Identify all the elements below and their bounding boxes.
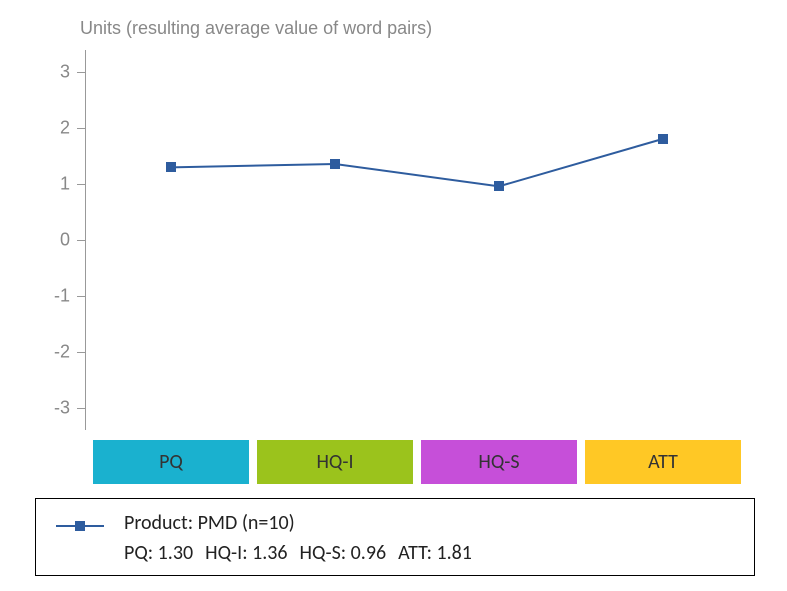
data-point-marker [330,159,340,169]
y-tick [77,352,85,353]
legend-stat: PQ: 1.30 [124,541,193,565]
y-tick-label: 0 [45,230,70,251]
line-series [93,50,741,430]
y-tick-label: -3 [45,397,70,418]
plot-area: PQHQ-IHQ-SATT [93,50,741,430]
category-box: ATT [585,440,741,484]
y-tick [77,184,85,185]
legend-values: PQ: 1.30 HQ-I: 1.36 HQ-S: 0.96 ATT: 1.81 [124,541,484,565]
legend-title: Product: PMD (n=10) [124,511,295,535]
category-box: HQ-S [421,440,577,484]
legend-stat: HQ-S: 0.96 [300,541,387,565]
y-tick [77,240,85,241]
y-tick [77,408,85,409]
y-tick-label: 3 [45,62,70,83]
legend-square-icon [75,521,85,531]
data-point-marker [658,134,668,144]
y-tick [77,296,85,297]
y-tick-label: -2 [45,341,70,362]
data-point-marker [166,162,176,172]
y-tick [77,128,85,129]
chart-container: Units (resulting average value of word p… [35,10,755,480]
category-box: HQ-I [257,440,413,484]
y-axis-title: Units (resulting average value of word p… [80,18,432,39]
legend-stat: ATT: 1.81 [398,541,472,565]
y-axis-line [85,50,86,430]
y-tick-label: 1 [45,174,70,195]
legend-box: Product: PMD (n=10) PQ: 1.30 HQ-I: 1.36 HQ… [35,498,755,576]
y-tick-label: -1 [45,285,70,306]
y-tick-label: 2 [45,118,70,139]
y-tick [77,72,85,73]
category-box: PQ [93,440,249,484]
legend-marker [56,517,104,535]
data-point-marker [494,181,504,191]
legend-stat: HQ-I: 1.36 [205,541,287,565]
